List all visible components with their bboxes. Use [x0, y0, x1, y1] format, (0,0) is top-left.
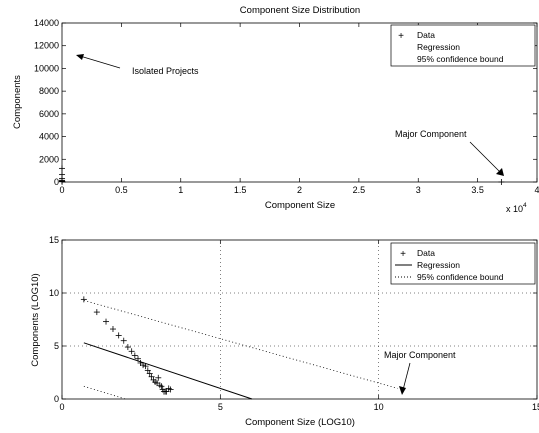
top-chart: Component Size Distribution 0 0.5 1 1.5 2 2.5… — [12, 5, 539, 214]
top-x-tick-label: 3 — [416, 185, 421, 195]
bottom-annotation-major-component: Major Component — [384, 350, 456, 395]
bottom-series-line-confidence — [83, 385, 126, 400]
bottom-data-point — [156, 382, 163, 389]
bottom-legend: + Data Regression 95% confidence bound — [390, 242, 536, 285]
bottom-x-ticks: 0 5 10 15 — [59, 240, 539, 412]
bottom-y-ticks: 0 5 10 15 — [49, 235, 537, 404]
bottom-data-point — [144, 367, 151, 374]
top-y-axis-label: Components — [12, 75, 23, 129]
bottom-plot-area — [61, 239, 538, 400]
top-data-point — [59, 178, 66, 185]
top-data-point — [498, 178, 505, 185]
top-x-tick-label: 1 — [178, 185, 183, 195]
bottom-data-point — [124, 344, 131, 351]
bottom-x-tick-label: 10 — [374, 402, 384, 412]
top-legend: + Data Regression 95% confidence bound — [390, 24, 536, 67]
bottom-lines — [83, 300, 398, 400]
top-y-tick-label: 6000 — [39, 109, 59, 119]
top-annotation-major-text: Major Component — [395, 129, 467, 139]
bottom-y-tick-label: 5 — [54, 341, 59, 351]
bottom-data-point — [155, 374, 162, 381]
top-x-tick-label: 0 — [59, 185, 64, 195]
top-x-tick-label: 3.5 — [471, 185, 484, 195]
bottom-y-tick-label: 0 — [54, 394, 59, 404]
top-x-multiplier: x 104 — [506, 202, 527, 214]
top-y-tick-label: 8000 — [39, 86, 59, 96]
top-legend-marker-data: + — [398, 31, 404, 42]
bottom-data-point — [93, 309, 100, 316]
bottom-data-point — [167, 386, 174, 393]
top-y-tick-label: 4000 — [39, 132, 59, 142]
bottom-y-axis-label: Components (LOG10) — [30, 273, 41, 366]
bottom-data-point — [115, 332, 122, 339]
bottom-data-point — [148, 373, 155, 380]
bottom-chart: 0 5 10 15 0 5 10 15 Component Size (LOG10) Com… — [30, 235, 539, 428]
bottom-data-point — [128, 348, 135, 355]
bottom-y-tick-label: 15 — [49, 235, 59, 245]
top-y-tick-label: 0 — [54, 177, 59, 187]
bottom-x-tick-label: 15 — [532, 402, 539, 412]
bottom-data-point — [120, 337, 127, 344]
top-data-point — [59, 165, 66, 172]
top-annotation-major-component: Major Component — [395, 129, 504, 176]
top-x-ticks: 0 0.5 1 1.5 2 2.5 3 3.5 4 — [59, 23, 539, 195]
top-legend-confidence: 95% confidence bound — [417, 54, 504, 64]
top-x-tick-label: 4 — [534, 185, 539, 195]
bottom-grid — [62, 240, 537, 399]
bottom-data-point — [103, 318, 110, 325]
bottom-data-point — [140, 362, 147, 369]
bottom-data-point — [80, 296, 87, 303]
bottom-legend-marker-data: + — [400, 249, 406, 260]
bottom-series-line-regression — [83, 342, 253, 400]
top-chart-title: Component Size Distribution — [240, 5, 360, 16]
bottom-data-point — [158, 383, 165, 390]
bottom-data-point — [131, 352, 138, 359]
top-annotation-isolated-projects: Isolated Projects — [76, 54, 199, 76]
bottom-data-point — [163, 388, 170, 395]
top-y-tick-label: 14000 — [34, 18, 59, 28]
top-annotation-isolated-text: Isolated Projects — [132, 66, 199, 76]
bottom-data-points — [80, 296, 174, 395]
bottom-x-axis-label: Component Size (LOG10) — [245, 417, 355, 428]
top-data-points — [59, 165, 505, 185]
bottom-x-tick-label: 5 — [218, 402, 223, 412]
top-x-tick-label: 0.5 — [115, 185, 128, 195]
top-legend-box — [390, 24, 536, 67]
top-x-tick-label: 1.5 — [234, 185, 247, 195]
bottom-series-line-confidence — [83, 300, 398, 389]
top-x-tick-label: 2 — [297, 185, 302, 195]
bottom-data-point — [146, 370, 153, 377]
top-legend-data: Data — [417, 30, 435, 40]
bottom-data-point — [135, 355, 141, 362]
top-x-tick-label: 2.5 — [353, 185, 366, 195]
bottom-legend-box — [390, 242, 536, 285]
top-y-tick-label: 10000 — [34, 63, 59, 73]
top-y-tick-label: 12000 — [34, 41, 59, 51]
bottom-y-tick-label: 10 — [49, 288, 59, 298]
top-legend-regression: Regression — [417, 42, 460, 52]
bottom-legend-data: Data — [417, 248, 435, 258]
bottom-x-tick-label: 0 — [59, 402, 64, 412]
top-x-axis-label: Component Size — [265, 200, 335, 211]
bottom-legend-regression: Regression — [417, 260, 460, 270]
top-y-tick-label: 2000 — [39, 154, 59, 164]
bottom-annotation-major-text: Major Component — [384, 350, 456, 360]
bottom-data-point — [142, 363, 149, 370]
bottom-data-point — [109, 326, 116, 333]
bottom-legend-confidence: 95% confidence bound — [417, 272, 504, 282]
